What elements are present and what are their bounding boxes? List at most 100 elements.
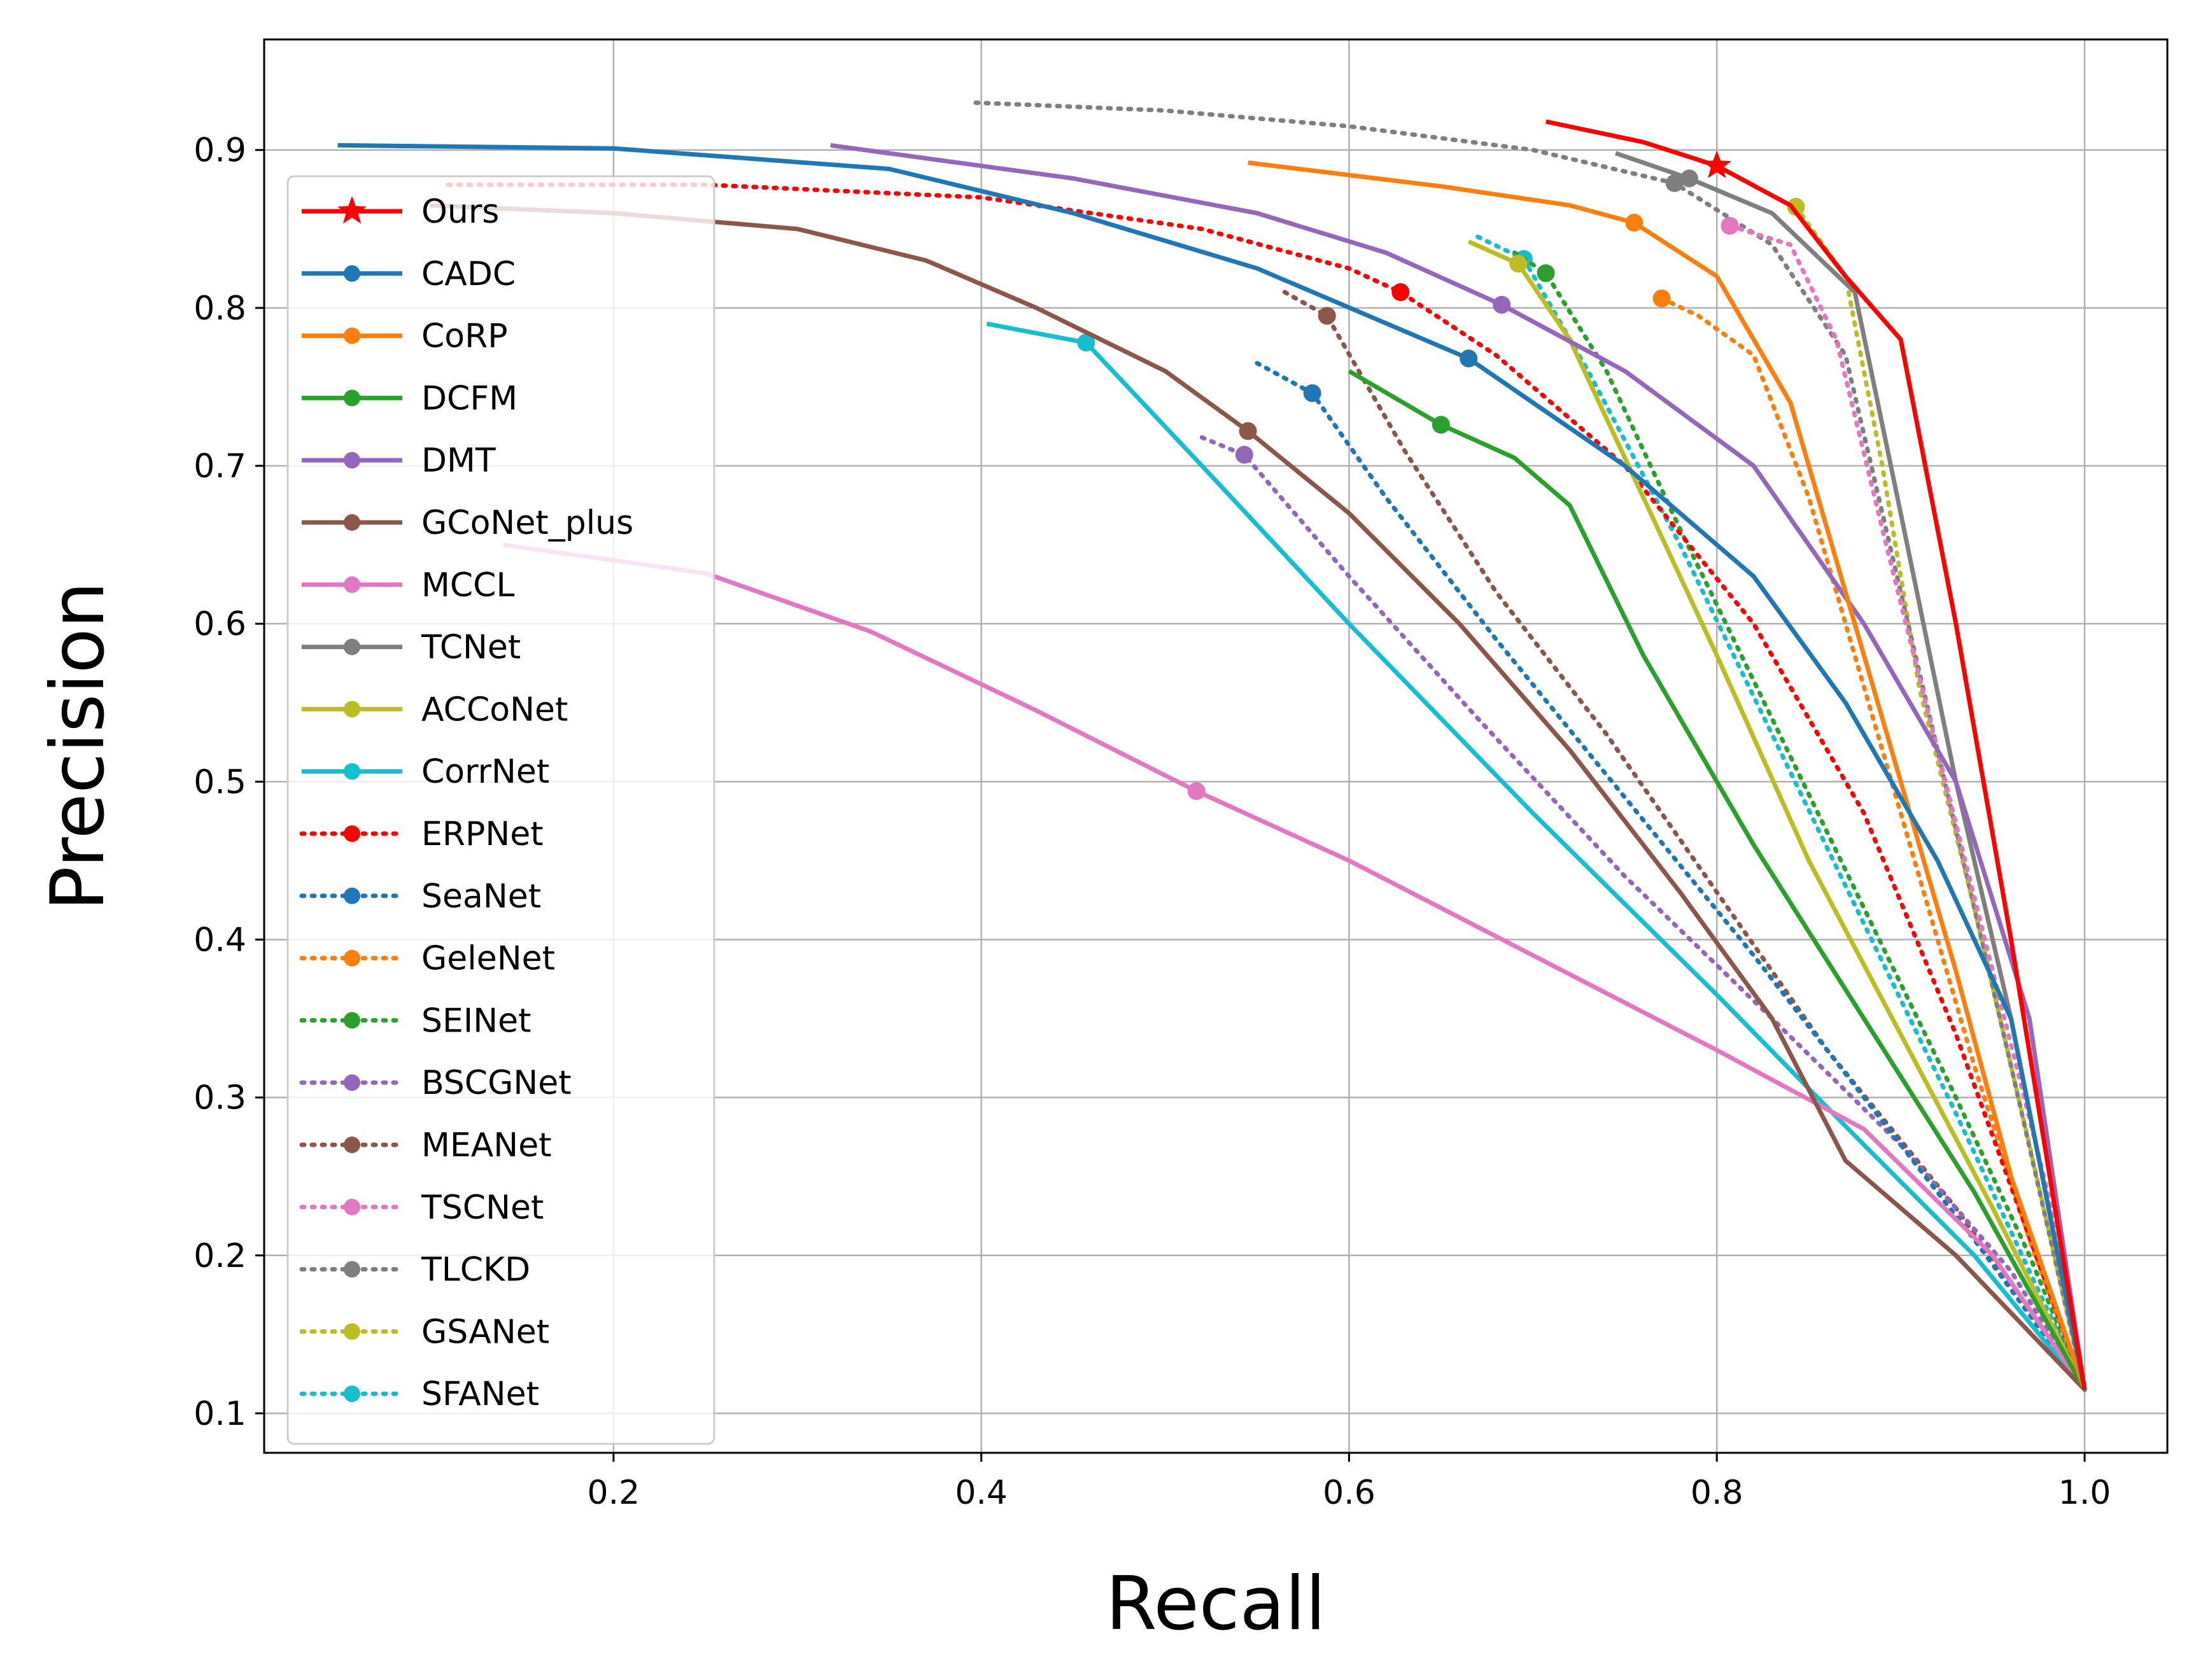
legend-entry: DCFM <box>302 379 517 417</box>
legend-marker-corrnet <box>344 763 360 780</box>
legend-box <box>286 175 715 1445</box>
series-line-dmt <box>830 143 2087 1390</box>
legend-marker-seinet <box>344 1012 360 1029</box>
series-line-corp <box>1248 160 2087 1390</box>
legend-entry: ERPNet <box>299 815 544 853</box>
legend-marker-sfanet <box>344 1385 360 1403</box>
series-ours <box>1545 119 2087 1390</box>
legend-entry: MEANet <box>299 1126 552 1165</box>
series-line-seanet <box>1255 361 2087 1392</box>
legend-marker-gelenet <box>344 949 360 967</box>
legend-label-corp: CoRP <box>421 318 508 356</box>
legend-entry: BSCGNet <box>299 1064 572 1102</box>
series-marker-gconet-plus <box>1239 422 1257 440</box>
series-meanet <box>1282 290 2087 1392</box>
legend-label-acconet: ACCoNet <box>421 690 568 729</box>
series-marker-gelenet <box>1652 289 1671 307</box>
y-tick-label: 0.8 <box>194 290 246 328</box>
x-tick-label: 1.0 <box>2059 1474 2111 1512</box>
legend-entry: SEINet <box>299 1002 531 1040</box>
legend-marker-ours <box>337 196 367 224</box>
legend-marker-seanet <box>344 887 360 904</box>
legend-label-meanet: MEANet <box>421 1126 552 1165</box>
x-axis-title: Recall <box>1106 1561 1326 1647</box>
legend-entry: GSANet <box>299 1313 549 1351</box>
series-corp <box>1248 160 2087 1390</box>
legend-marker-tlckd <box>344 1261 360 1278</box>
legend-entry: GCoNet_plus <box>302 504 633 542</box>
legend-label-gconet-plus: GCoNet_plus <box>421 504 633 542</box>
series-marker-tscnet <box>1721 216 1739 235</box>
series-mccl <box>503 542 2087 1391</box>
legend-label-erpnet: ERPNet <box>421 815 544 853</box>
series-marker-tlckd <box>1665 174 1684 192</box>
legend-marker-mccl <box>344 576 360 593</box>
legend-label-bscgnet: BSCGNet <box>421 1064 572 1102</box>
x-tick-label: 0.8 <box>1691 1474 1743 1512</box>
series-marker-dmt <box>1493 295 1511 314</box>
plot-frame <box>263 38 2169 1454</box>
series-line-tcnet <box>1615 151 2087 1390</box>
series-marker-erpnet <box>1391 283 1410 302</box>
series-seanet <box>1255 361 2087 1392</box>
legend-label-corrnet: CorrNet <box>421 753 549 791</box>
legend-label-tscnet: TSCNet <box>421 1189 544 1227</box>
legend-label-dmt: DMT <box>421 442 496 480</box>
series-marker-cadc <box>1460 349 1478 368</box>
series-marker-tcnet <box>1680 169 1698 188</box>
legend-label-sfanet: SFANet <box>421 1375 539 1413</box>
legend-entry: TCNet <box>302 629 521 667</box>
series-marker-corrnet <box>1077 333 1095 352</box>
series-line-corrnet <box>986 321 2087 1391</box>
series-marker-gsanet <box>1787 198 1805 216</box>
series-marker-seanet <box>1303 384 1321 402</box>
series-marker-bscgnet <box>1235 445 1253 464</box>
series-line-meanet <box>1282 290 2087 1392</box>
legend-marker-corp <box>344 327 360 344</box>
legend-marker-bscgnet <box>344 1074 360 1091</box>
legend-entry: CorrNet <box>302 753 549 791</box>
series-line-dcfm <box>1348 369 2087 1391</box>
legend-entry: SeaNet <box>299 878 541 916</box>
legend-marker-cadc <box>344 265 360 282</box>
legend-entry: CoRP <box>302 318 508 356</box>
series-marker-mccl <box>1187 782 1206 801</box>
legend-entry: TLCKD <box>299 1251 530 1289</box>
legend-marker-acconet <box>344 701 360 718</box>
legend: Ours CADC CoRP DCFM DMT GCoNet_plus MCCL TCNet A… <box>286 175 715 1445</box>
legend-label-seinet: SEINet <box>421 1002 531 1040</box>
legend-label-tcnet: TCNet <box>421 629 521 667</box>
legend-label-cadc: CADC <box>421 255 516 293</box>
legend-label-ours: Ours <box>421 193 499 231</box>
legend-entry: Ours <box>302 193 499 231</box>
series-line-seinet <box>1512 250 2087 1392</box>
series-dcfm <box>1348 369 2087 1391</box>
legend-label-gelenet: GeleNet <box>421 940 555 978</box>
plot-lines <box>337 100 2087 1392</box>
series-bscgnet <box>1199 435 2087 1392</box>
series-acconet <box>1467 239 2087 1391</box>
y-tick-label: 0.5 <box>194 763 246 801</box>
legend-marker-erpnet <box>344 825 360 842</box>
series-gelenet <box>1652 289 2087 1392</box>
series-line-tlckd <box>973 100 2087 1392</box>
legend-label-dcfm: DCFM <box>421 379 517 417</box>
legend-marker-gconet-plus <box>344 514 360 531</box>
series-seinet <box>1512 250 2087 1392</box>
legend-marker-tscnet <box>344 1198 360 1215</box>
legend-entry: TSCNet <box>299 1189 544 1227</box>
series-tlckd <box>973 100 2087 1392</box>
legend-label-tlckd: TLCKD <box>421 1251 530 1289</box>
series-line-mccl <box>503 542 2087 1391</box>
series-line-ours <box>1545 119 2087 1390</box>
x-tick-label: 0.4 <box>955 1474 1008 1512</box>
y-tick-label: 0.3 <box>194 1079 246 1117</box>
y-tick-label: 0.4 <box>194 921 246 959</box>
y-tick-label: 0.9 <box>194 132 246 170</box>
series-dmt <box>830 143 2087 1390</box>
series-marker-corp <box>1625 213 1643 232</box>
series-tcnet <box>1615 151 2087 1390</box>
legend-marker-gsanet <box>344 1323 360 1340</box>
series-line-bscgnet <box>1199 435 2087 1392</box>
